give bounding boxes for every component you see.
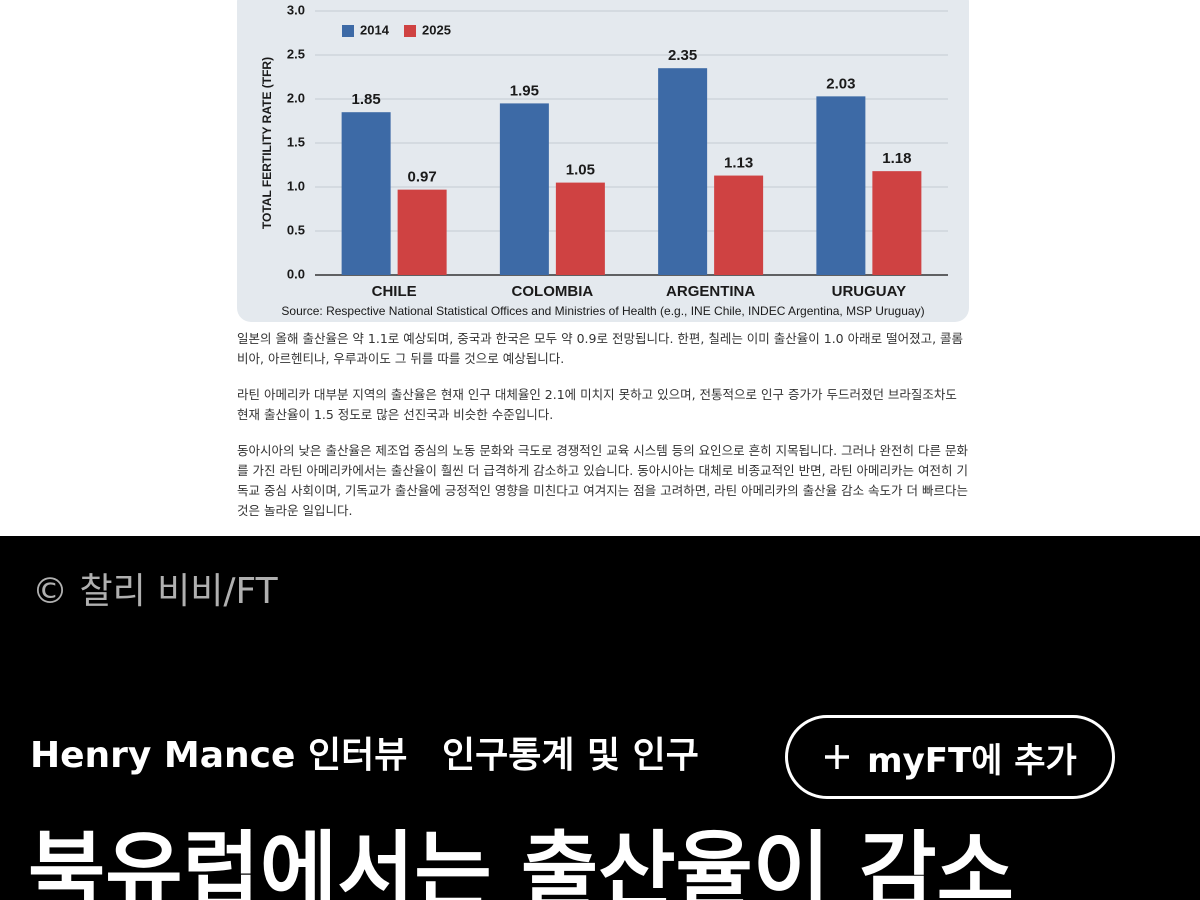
topic-tag[interactable]: 인구통계 및 인구 — [442, 735, 699, 776]
add-to-myft-button[interactable]: myFT에 추가 — [785, 715, 1115, 799]
bar — [397, 189, 447, 275]
paragraph: 동아시아의 낮은 출산율은 제조업 중심의 노동 문화와 극도로 경쟁적인 교육… — [237, 443, 968, 518]
y-tick-label: 3.0 — [287, 2, 305, 17]
button-label: myFT에 추가 — [867, 740, 1077, 781]
legend-swatch — [404, 25, 416, 37]
bar — [872, 171, 922, 275]
value-label: 1.05 — [566, 162, 595, 179]
legend-swatch — [342, 25, 354, 37]
value-label: 2.03 — [826, 75, 855, 92]
y-tick-label: 1.0 — [287, 178, 305, 193]
x-tick-label: URUGUAY — [832, 283, 906, 300]
headline: 북유럽에서는 출산율이 감소 — [28, 822, 1014, 900]
y-tick-label: 2.5 — [287, 46, 305, 61]
legend-label: 2025 — [422, 22, 451, 37]
legend-label: 2014 — [360, 22, 390, 37]
x-tick-label: COLOMBIA — [512, 283, 594, 300]
value-label: 1.85 — [352, 91, 381, 108]
bar — [658, 68, 708, 275]
x-tick-label: CHILE — [372, 283, 417, 300]
y-tick-label: 0.5 — [287, 222, 305, 237]
y-axis-label: TOTAL FERTILITY RATE (TFR) — [260, 57, 274, 229]
value-label: 1.13 — [724, 155, 753, 172]
bar — [714, 175, 764, 275]
value-label: 0.97 — [408, 169, 437, 186]
value-label: 2.35 — [668, 47, 697, 64]
bar — [341, 112, 391, 275]
paragraph: 일본의 올해 출산율은 약 1.1로 예상되며, 중국과 한국은 모두 약 0.… — [237, 331, 964, 366]
video-overlay: © 찰리 비비/FT Henry Mance 인터뷰 인구통계 및 인구 myF… — [0, 536, 1200, 900]
bar — [499, 103, 549, 276]
x-tick-label: ARGENTINA — [666, 283, 755, 300]
credit: © 찰리 비비/FT — [32, 571, 278, 612]
paragraph: 라틴 아메리카 대부분 지역의 출산율은 현재 인구 대체율인 2.1에 미치지… — [237, 387, 957, 422]
author-tag[interactable]: Henry Mance 인터뷰 — [30, 735, 408, 776]
value-label: 1.18 — [882, 150, 911, 167]
chart: TOTAL FERTILITY RATE (TFR) Source: Respe… — [237, 0, 969, 322]
source: Source: Respective National Statistical … — [281, 304, 924, 318]
bar — [816, 96, 866, 275]
y-tick-label: 1.5 — [287, 134, 305, 149]
plus-icon — [825, 745, 850, 769]
bar — [555, 182, 605, 275]
y-tick-label: 2.0 — [287, 90, 305, 105]
value-label: 1.95 — [510, 82, 539, 99]
y-tick-label: 0.0 — [287, 266, 305, 281]
